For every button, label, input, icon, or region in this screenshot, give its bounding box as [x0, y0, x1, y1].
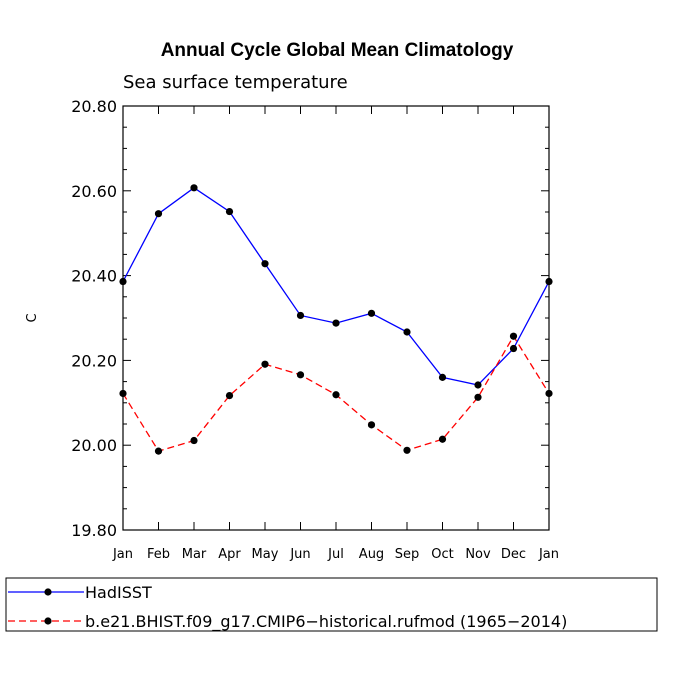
x-tick-label: May: [252, 547, 279, 562]
legend-marker-model: [44, 617, 52, 625]
x-tick-label: Jul: [327, 547, 344, 562]
y-tick-label: 20.40: [71, 267, 117, 286]
series-0-point: [190, 184, 198, 192]
legend-marker-hadisst: [44, 588, 52, 596]
series-0-point: [545, 277, 553, 286]
y-tick-label: 20.00: [71, 436, 117, 455]
series-0-point: [261, 260, 269, 268]
series-0-point: [509, 344, 518, 353]
series-0-point: [154, 210, 163, 218]
x-tick-label: Mar: [182, 547, 207, 562]
x-tick-label: Feb: [147, 547, 170, 562]
series-0-point: [332, 319, 340, 327]
x-tick-label: Dec: [501, 547, 526, 562]
legend-label-model: b.e21.BHIST.f09_g17.CMIP6−historical.ruf…: [85, 612, 567, 632]
series-1-point: [367, 421, 376, 429]
series-0-point: [438, 373, 447, 381]
series-line-0: [122, 187, 550, 386]
series-1-point: [154, 447, 163, 455]
series-0-point: [119, 277, 127, 286]
series-0-point: [225, 207, 234, 216]
legend: HadISST b.e21.BHIST.f09_g17.CMIP6−histor…: [5, 577, 658, 632]
y-axis-label: C: [25, 313, 40, 322]
series-1-point: [296, 371, 305, 379]
series-1-point: [225, 391, 234, 400]
legend-box: [5, 577, 658, 632]
x-tick-label: Jun: [289, 547, 310, 562]
series-1-point: [332, 391, 340, 399]
y-axis-ticks: 19.80 20.00 20.20 20.40 20.60 20.80: [71, 97, 549, 540]
x-tick-label: Sep: [395, 547, 420, 562]
series-1-point: [119, 389, 127, 398]
series-1-point: [509, 332, 518, 340]
series-1-point: [261, 360, 269, 368]
series-1-point: [545, 389, 553, 398]
chart-title: Annual Cycle Global Mean Climatology: [161, 40, 514, 61]
legend-label-hadisst: HadISST: [85, 583, 152, 602]
series-1-point: [190, 436, 198, 445]
plot-frame: [122, 105, 550, 531]
series-0-point: [296, 311, 305, 320]
x-tick-label: Aug: [359, 547, 384, 562]
x-axis-ticks: Jan Feb Mar Apr May Jun Jul Aug Sep Oct Nov Dec Jan: [112, 106, 559, 562]
series-1-point: [403, 446, 411, 454]
series-layer: [119, 184, 553, 455]
x-tick-label: Jan: [538, 547, 559, 562]
y-tick-label: 20.60: [71, 182, 117, 201]
y-tick-label: 19.80: [71, 521, 117, 540]
series-1-point: [438, 435, 447, 443]
series-0-point: [474, 381, 482, 389]
series-0-point: [403, 328, 411, 336]
series-0-point: [367, 309, 376, 317]
y-tick-label: 20.20: [71, 351, 117, 370]
x-tick-label: Apr: [218, 547, 241, 562]
x-tick-label: Nov: [465, 547, 491, 562]
x-tick-label: Jan: [112, 547, 133, 562]
series-1-point: [474, 393, 482, 401]
chart-subtitle: Sea surface temperature: [123, 72, 348, 93]
x-tick-label: Oct: [431, 547, 453, 562]
y-tick-label: 20.80: [71, 97, 117, 116]
